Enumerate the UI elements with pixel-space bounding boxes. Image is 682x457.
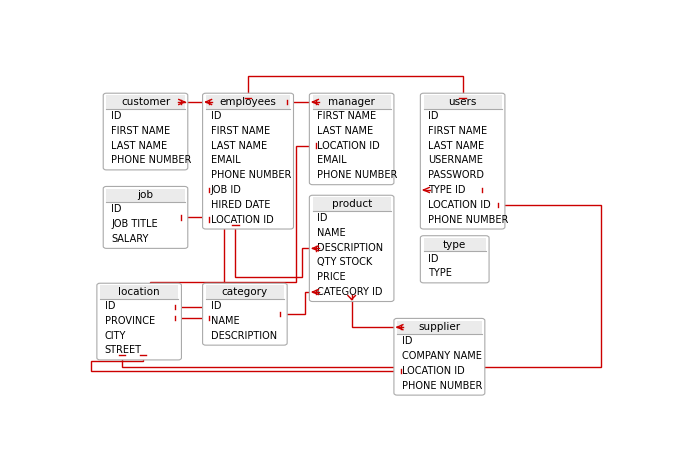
Text: type: type bbox=[443, 239, 466, 250]
Text: ID: ID bbox=[111, 111, 121, 121]
FancyBboxPatch shape bbox=[310, 195, 394, 302]
FancyBboxPatch shape bbox=[203, 283, 287, 345]
Text: PHONE NUMBER: PHONE NUMBER bbox=[111, 155, 192, 165]
Text: PRICE: PRICE bbox=[317, 272, 346, 282]
FancyBboxPatch shape bbox=[97, 283, 181, 360]
Text: PHONE NUMBER: PHONE NUMBER bbox=[402, 381, 482, 391]
Bar bbox=[312, 197, 391, 211]
Text: HIRED DATE: HIRED DATE bbox=[211, 200, 270, 210]
Bar bbox=[100, 285, 178, 299]
Text: job: job bbox=[138, 190, 153, 200]
Text: users: users bbox=[449, 97, 477, 107]
FancyBboxPatch shape bbox=[420, 93, 505, 229]
Text: ID: ID bbox=[402, 336, 413, 346]
Text: ID: ID bbox=[317, 213, 328, 223]
Text: customer: customer bbox=[121, 97, 170, 107]
Text: LOCATION ID: LOCATION ID bbox=[211, 214, 273, 224]
Text: location: location bbox=[119, 287, 160, 297]
Text: JOB TITLE: JOB TITLE bbox=[111, 219, 158, 229]
Text: ID: ID bbox=[211, 111, 221, 121]
Text: DESCRIPTION: DESCRIPTION bbox=[317, 243, 383, 253]
Bar bbox=[206, 96, 291, 109]
FancyBboxPatch shape bbox=[103, 93, 188, 170]
Text: EMAIL: EMAIL bbox=[317, 155, 347, 165]
Text: LOCATION ID: LOCATION ID bbox=[317, 141, 380, 151]
Text: TYPE: TYPE bbox=[428, 268, 452, 278]
Bar bbox=[106, 189, 185, 202]
Text: FIRST NAME: FIRST NAME bbox=[111, 126, 170, 136]
Text: ID: ID bbox=[105, 301, 115, 311]
Text: ID: ID bbox=[428, 254, 439, 264]
Text: category: category bbox=[222, 287, 268, 297]
FancyBboxPatch shape bbox=[203, 93, 293, 229]
Text: LAST NAME: LAST NAME bbox=[317, 126, 374, 136]
Text: SALARY: SALARY bbox=[111, 234, 149, 244]
Text: manager: manager bbox=[328, 97, 375, 107]
Bar bbox=[106, 96, 185, 109]
Text: LAST NAME: LAST NAME bbox=[211, 141, 267, 151]
Text: ID: ID bbox=[111, 204, 121, 214]
Bar bbox=[397, 320, 481, 334]
Text: CITY: CITY bbox=[105, 331, 126, 340]
Text: PROVINCE: PROVINCE bbox=[105, 316, 155, 326]
Text: CATEGORY ID: CATEGORY ID bbox=[317, 287, 383, 297]
Text: LAST NAME: LAST NAME bbox=[111, 141, 167, 151]
Bar bbox=[206, 285, 284, 299]
Text: FIRST NAME: FIRST NAME bbox=[211, 126, 269, 136]
Bar bbox=[424, 96, 502, 109]
Text: product: product bbox=[331, 199, 372, 209]
Text: DESCRIPTION: DESCRIPTION bbox=[211, 331, 277, 340]
Text: LOCATION ID: LOCATION ID bbox=[428, 200, 491, 210]
Text: FIRST NAME: FIRST NAME bbox=[317, 111, 376, 121]
Text: COMPANY NAME: COMPANY NAME bbox=[402, 351, 481, 361]
Text: QTY STOCK: QTY STOCK bbox=[317, 257, 372, 267]
FancyBboxPatch shape bbox=[310, 93, 394, 185]
Text: employees: employees bbox=[220, 97, 276, 107]
FancyBboxPatch shape bbox=[420, 236, 489, 283]
Text: LAST NAME: LAST NAME bbox=[428, 141, 484, 151]
Bar bbox=[424, 238, 486, 251]
Text: PHONE NUMBER: PHONE NUMBER bbox=[211, 170, 291, 180]
Text: FIRST NAME: FIRST NAME bbox=[428, 126, 488, 136]
Text: PHONE NUMBER: PHONE NUMBER bbox=[428, 214, 509, 224]
Text: NAME: NAME bbox=[317, 228, 346, 238]
Text: EMAIL: EMAIL bbox=[211, 155, 240, 165]
Text: NAME: NAME bbox=[211, 316, 239, 326]
FancyBboxPatch shape bbox=[103, 186, 188, 249]
Text: ID: ID bbox=[211, 301, 221, 311]
FancyBboxPatch shape bbox=[394, 319, 485, 395]
Text: LOCATION ID: LOCATION ID bbox=[402, 366, 464, 376]
Text: supplier: supplier bbox=[418, 322, 460, 332]
Text: USERNAME: USERNAME bbox=[428, 155, 483, 165]
Text: ID: ID bbox=[428, 111, 439, 121]
Text: PASSWORD: PASSWORD bbox=[428, 170, 484, 180]
Text: PHONE NUMBER: PHONE NUMBER bbox=[317, 170, 398, 180]
Text: STREET: STREET bbox=[105, 345, 142, 356]
Text: JOB ID: JOB ID bbox=[211, 185, 241, 195]
Bar bbox=[312, 96, 391, 109]
Text: TYPE ID: TYPE ID bbox=[428, 185, 466, 195]
